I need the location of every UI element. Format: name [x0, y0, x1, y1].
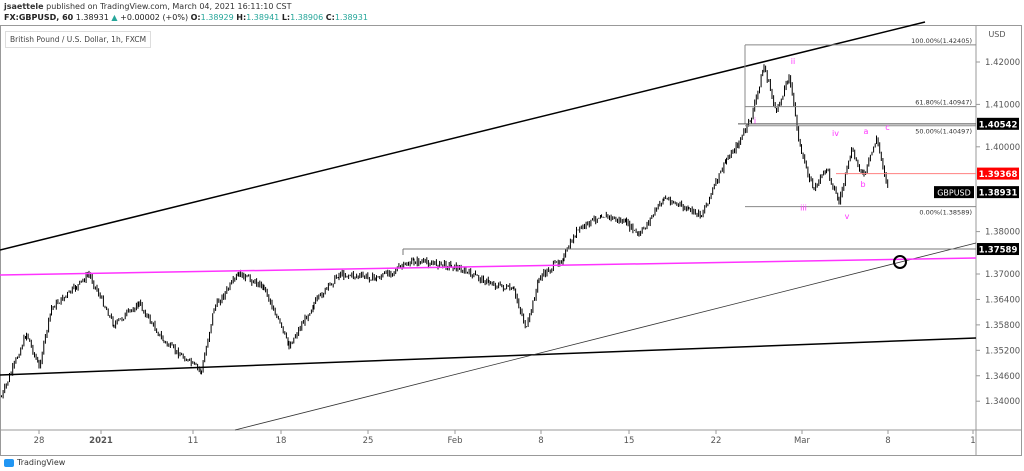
y-tick-label: 1.35200	[985, 346, 1020, 356]
author: jsaettele	[4, 2, 44, 11]
upper-channel-line[interactable]	[0, 21, 926, 251]
footer-text: TradingView	[17, 458, 66, 467]
publish-info: jsaettele published on TradingView.com, …	[4, 2, 292, 11]
price-label-bg	[977, 117, 1019, 130]
price-label: 1.37589	[979, 246, 1018, 256]
tradingview-logo-icon	[4, 458, 14, 467]
up-arrow-icon: ▲	[111, 13, 118, 22]
chart-frame	[0, 25, 1022, 456]
tradingview-footer: TradingView	[4, 458, 65, 467]
symbol-tag-bg	[934, 186, 974, 199]
low-value: 1.38906	[290, 13, 324, 22]
x-tick-label: 28	[34, 436, 45, 446]
x-tick-label: 8	[538, 436, 543, 446]
change: +0.00002 (+0%)	[120, 13, 189, 22]
x-tick-label: 22	[711, 436, 722, 446]
wave-label: iv	[832, 129, 839, 138]
wave-label: a	[864, 127, 869, 136]
rising-support-line[interactable]	[234, 242, 977, 431]
symbol-tag: GBPUSD	[937, 189, 971, 198]
y-tick-label: 1.38000	[985, 228, 1020, 238]
x-tick-label: 1	[970, 436, 975, 446]
wave-label: i	[754, 116, 756, 125]
open-value: 1.38929	[200, 13, 234, 22]
x-tick-label: Mar	[794, 436, 811, 446]
price-label: 1.40542	[979, 120, 1018, 130]
wave-label: iii	[800, 203, 807, 212]
lower-trend-line[interactable]	[0, 337, 977, 376]
x-tick-label: 8	[885, 436, 890, 446]
price-label-bg	[977, 243, 1019, 256]
open-label: O:	[190, 13, 201, 22]
wave-label: ii	[791, 57, 795, 66]
x-tick-label: 2021	[89, 436, 113, 446]
magenta-trend-line[interactable]	[0, 257, 977, 276]
fib-level-label: 0.00%(1.38589)	[919, 209, 972, 217]
x-tick-label: 18	[276, 436, 287, 446]
chart-legend: British Pound / U.S. Dollar, 1h, FXCM	[5, 31, 152, 48]
y-tick-label: 1.36400	[985, 295, 1020, 305]
y-tick-label: 1.42000	[985, 58, 1020, 68]
price-label: 1.38931	[979, 189, 1018, 199]
fib-level-label: 50.00%(1.40497)	[915, 128, 972, 136]
x-tick-label: Feb	[447, 436, 462, 446]
x-tick-label: 15	[624, 436, 635, 446]
x-tick-label: 11	[188, 436, 199, 446]
price-label-bg	[977, 167, 1019, 180]
y-tick-label: 1.40000	[985, 143, 1020, 153]
last-price: 1.38931	[75, 13, 109, 22]
y-tick-label: 1.41000	[985, 100, 1020, 110]
high-value: 1.38941	[246, 13, 280, 22]
symbol: FX:GBPUSD, 60	[4, 13, 74, 22]
close-label: C:	[325, 13, 335, 22]
x-tick-label: 25	[363, 436, 374, 446]
currency-label: USD	[988, 30, 1005, 39]
y-tick-label: 1.37000	[985, 270, 1020, 280]
high-label: H:	[236, 13, 247, 22]
close-value: 1.38931	[334, 13, 368, 22]
y-tick-label: 1.35800	[985, 321, 1020, 331]
price-label-bg	[977, 186, 1019, 199]
low-label: L:	[281, 13, 291, 22]
fib-level-label: 100.00%(1.42405)	[911, 37, 972, 45]
intersection-circle[interactable]	[893, 255, 907, 269]
ohlc-bar: FX:GBPUSD, 60 1.38931 ▲ +0.00002 (+0%) O…	[4, 13, 368, 22]
price-label: 1.39368	[979, 170, 1018, 180]
publish-text: published on TradingView.com, March 04, …	[46, 2, 292, 11]
y-tick-label: 1.34600	[985, 372, 1020, 382]
wave-label: v	[845, 212, 850, 221]
wave-label: b	[860, 180, 865, 189]
fib-level-label: 61.80%(1.40947)	[915, 99, 972, 107]
wave-label: c	[885, 123, 889, 132]
y-tick-label: 1.34000	[985, 397, 1020, 407]
